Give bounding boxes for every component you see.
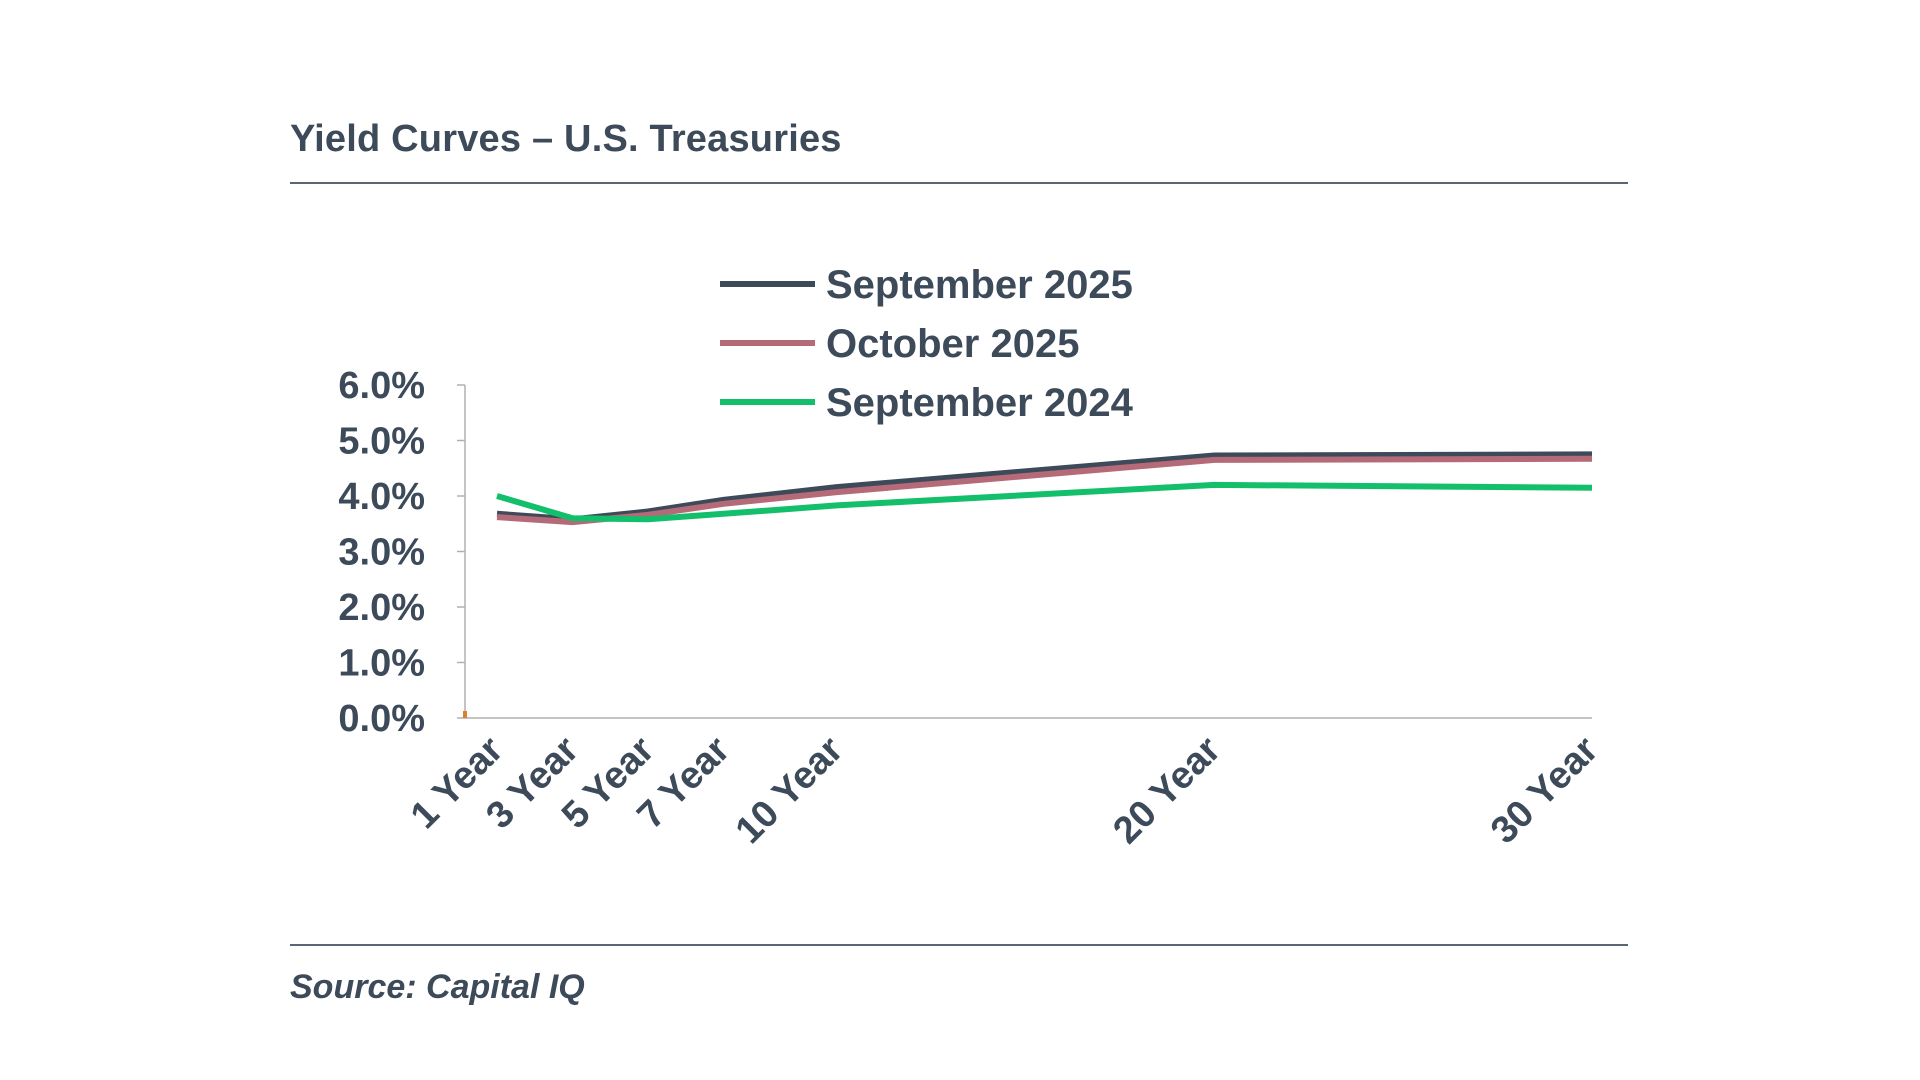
y-tick-label: 0.0% [338,698,425,740]
origin-marker [463,711,467,718]
title-divider [290,182,1628,184]
series-line-2 [496,455,1593,526]
legend-label: September 2024 [826,381,1134,425]
y-tick-label: 4.0% [338,476,425,518]
y-tick-label: 5.0% [338,421,425,463]
y-tick-label: 3.0% [338,532,425,574]
chart-legend: September 2025 October 2025 September 2024 [720,263,1134,425]
legend-label: October 2025 [826,322,1079,366]
source-divider [290,944,1628,946]
chart-title: Yield Curves – U.S. Treasuries [290,118,842,160]
x-tick-label: 20 Year [1105,729,1229,852]
y-tick-label: 6.0% [338,365,425,407]
source-note: Source: Capital IQ [290,968,585,1006]
legend-label: September 2025 [826,263,1133,307]
x-tick-label: 30 Year [1483,729,1607,852]
x-tick-label: 10 Year [728,729,851,852]
series-line-3 [496,481,1593,523]
y-tick-label: 2.0% [338,587,425,629]
plot-lines [463,451,1593,718]
y-axis: 0.0% 1.0% 2.0% 3.0% 4.0% 5.0% 6.0% [338,365,466,740]
y-tick-label: 1.0% [338,643,425,685]
